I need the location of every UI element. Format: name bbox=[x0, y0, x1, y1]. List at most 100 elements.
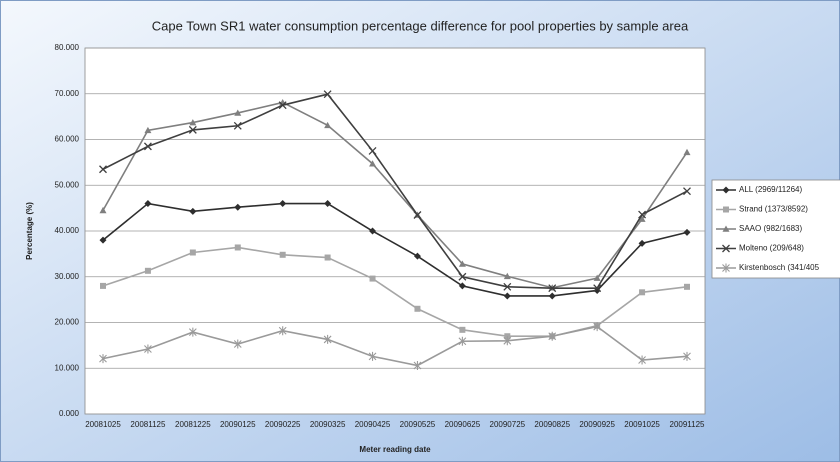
x-tick-label: 20090825 bbox=[534, 420, 570, 429]
x-tick-label: 20090725 bbox=[490, 420, 526, 429]
data-point bbox=[458, 336, 467, 346]
data-point bbox=[548, 284, 557, 293]
y-tick-label: 10.000 bbox=[55, 363, 80, 372]
chart-title: Cape Town SR1 water consumption percenta… bbox=[152, 18, 689, 33]
data-point bbox=[189, 207, 197, 215]
legend-marker bbox=[723, 206, 729, 213]
data-point bbox=[503, 336, 512, 346]
x-tick-label: 20090225 bbox=[265, 420, 301, 429]
series-line bbox=[102, 325, 688, 367]
x-tick-label: 20091125 bbox=[670, 420, 706, 429]
legend-marker bbox=[722, 186, 730, 194]
y-tick-label: 70.000 bbox=[55, 89, 80, 98]
legend-label: Kirstenbosch (341/405 bbox=[739, 263, 820, 272]
y-tick-label: 80.000 bbox=[55, 43, 80, 52]
data-point bbox=[593, 284, 602, 293]
y-tick-label: 40.000 bbox=[55, 226, 80, 235]
legend-label: ALL (2969/11264) bbox=[739, 185, 802, 194]
data-point bbox=[638, 239, 646, 247]
data-point bbox=[638, 355, 646, 365]
data-point bbox=[278, 101, 287, 110]
data-point bbox=[548, 331, 557, 341]
x-tick-label: 20091025 bbox=[624, 420, 660, 429]
x-tick-label: 20090125 bbox=[220, 420, 256, 429]
data-point bbox=[234, 109, 242, 116]
data-point bbox=[99, 236, 107, 244]
data-point bbox=[144, 200, 152, 208]
data-point bbox=[593, 322, 602, 332]
x-tick-label: 20081225 bbox=[175, 420, 211, 429]
data-point bbox=[368, 146, 377, 155]
data-point bbox=[144, 126, 152, 134]
x-axis-label: Meter reading date bbox=[359, 445, 431, 454]
data-point bbox=[638, 210, 647, 219]
data-point bbox=[324, 200, 332, 208]
data-point bbox=[99, 354, 107, 364]
data-point bbox=[144, 267, 151, 274]
x-tick-label: 20081025 bbox=[85, 420, 121, 429]
data-point bbox=[458, 282, 466, 290]
x-tick-label: 20090925 bbox=[579, 420, 615, 429]
data-point bbox=[683, 228, 691, 236]
data-point bbox=[324, 254, 331, 261]
legend-marker bbox=[722, 225, 730, 232]
x-tick-label: 20081125 bbox=[130, 420, 166, 429]
y-tick-label: 60.000 bbox=[55, 135, 80, 144]
data-point bbox=[369, 160, 377, 167]
data-point bbox=[324, 121, 332, 129]
data-point bbox=[413, 361, 422, 371]
data-point bbox=[188, 125, 197, 134]
y-tick-label: 20.000 bbox=[55, 318, 80, 327]
data-point bbox=[234, 203, 242, 211]
data-point bbox=[369, 275, 376, 282]
data-point bbox=[548, 292, 556, 300]
data-point bbox=[323, 90, 332, 99]
data-point bbox=[278, 326, 287, 336]
data-point bbox=[369, 227, 377, 235]
legend-label: Strand (1373/8592) bbox=[739, 205, 808, 214]
data-point bbox=[459, 326, 466, 333]
series-line bbox=[102, 202, 688, 297]
data-point bbox=[683, 148, 691, 156]
series-line bbox=[102, 93, 688, 289]
data-point bbox=[279, 200, 287, 208]
data-point bbox=[188, 327, 197, 337]
data-point bbox=[458, 260, 466, 267]
series-line bbox=[102, 101, 688, 289]
data-point bbox=[593, 274, 601, 281]
y-tick-label: 30.000 bbox=[55, 272, 80, 281]
x-tick-label: 20090525 bbox=[400, 420, 436, 429]
data-point bbox=[414, 305, 421, 312]
data-point bbox=[683, 351, 691, 361]
data-point bbox=[503, 272, 511, 280]
data-point bbox=[504, 333, 511, 340]
data-point bbox=[638, 215, 646, 222]
data-point bbox=[684, 283, 690, 290]
data-point bbox=[368, 351, 377, 361]
data-point bbox=[639, 289, 646, 296]
y-tick-label: 0.000 bbox=[59, 409, 80, 418]
legend-label: SAAO (982/1683) bbox=[739, 224, 802, 233]
data-point bbox=[503, 282, 512, 291]
data-point bbox=[100, 282, 106, 289]
data-point bbox=[99, 206, 107, 214]
legend-label: Molteno (209/648) bbox=[739, 244, 804, 253]
y-tick-label: 50.000 bbox=[55, 180, 80, 189]
data-point bbox=[503, 292, 511, 300]
x-tick-label: 20090425 bbox=[355, 420, 391, 429]
data-point bbox=[99, 165, 107, 174]
y-axis-label: Percentage (%) bbox=[25, 202, 34, 260]
data-point bbox=[233, 339, 242, 349]
data-point bbox=[683, 187, 691, 196]
data-point bbox=[189, 119, 197, 126]
data-point bbox=[234, 244, 241, 251]
x-tick-label: 20090625 bbox=[445, 420, 481, 429]
data-point bbox=[143, 142, 152, 151]
x-tick-label: 20090325 bbox=[310, 420, 346, 429]
legend-marker bbox=[722, 244, 730, 253]
legend-marker bbox=[722, 263, 730, 273]
data-point bbox=[279, 251, 286, 258]
data-point bbox=[323, 334, 332, 344]
